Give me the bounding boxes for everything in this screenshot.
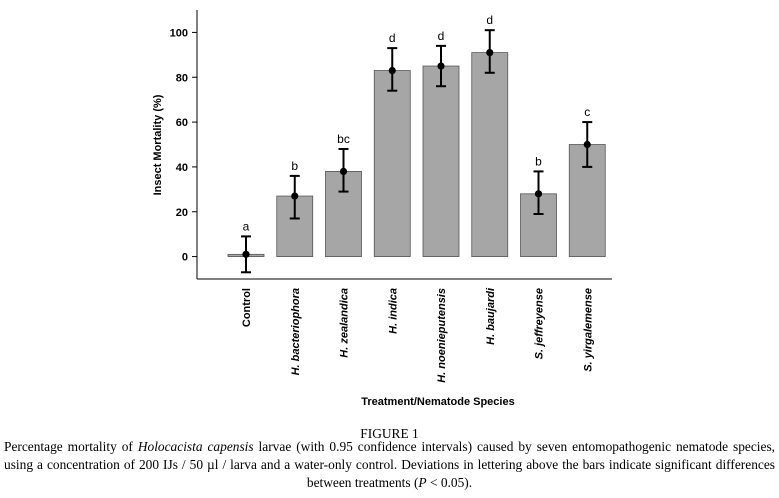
x-tick-label: S. jeffreyense — [534, 288, 546, 359]
error-bars-layer — [241, 29, 593, 274]
x-tick-labels: Control H. bacteriophora H. zealandica H. i… — [241, 287, 594, 383]
caption-species: Holocacista capensis — [137, 439, 254, 454]
bar — [276, 195, 314, 257]
x-tick-label: S. yirgalemense — [582, 288, 594, 372]
significance-letter: bc — [337, 132, 350, 146]
significance-letter: c — [584, 105, 590, 119]
mean-point — [291, 192, 299, 200]
x-tick-label: H. noenieputensis — [436, 288, 448, 383]
mean-point — [486, 48, 494, 57]
y-tick-label: 80 — [176, 72, 188, 84]
caption-text-2: larvae (with 0.95 confidence intervals) … — [4, 439, 775, 490]
significance-letter: d — [438, 29, 445, 43]
mean-point — [534, 190, 543, 198]
significance-letter: a — [243, 219, 250, 233]
mean-point — [583, 140, 591, 149]
caption-p-value: P — [418, 475, 427, 490]
mean-point — [388, 66, 396, 75]
mean-point — [339, 167, 348, 175]
y-tick-label: 40 — [176, 162, 188, 174]
y-tick-label: 100 — [170, 27, 188, 39]
bar — [422, 65, 460, 257]
x-tick-label: H. baujardi — [485, 287, 497, 345]
axes-layer — [196, 10, 612, 280]
significance-letter: d — [389, 31, 396, 45]
bar — [373, 70, 411, 257]
y-tick-label: 60 — [176, 117, 188, 129]
figure-title: FIGURE 1 — [360, 426, 419, 441]
caption-text-1: Percentage mortality of — [4, 439, 138, 454]
mean-point — [242, 250, 250, 258]
x-tick-label: H. indica — [387, 288, 399, 334]
significance-letter: b — [291, 159, 298, 173]
y-tick-label: 20 — [176, 207, 188, 219]
bars-layer — [227, 52, 606, 257]
significance-letter: d — [486, 13, 493, 27]
bar — [471, 52, 509, 257]
figure-caption: Percentage mortality of Holocacista cape… — [4, 438, 775, 492]
x-tick-label: H. bacteriophora — [290, 288, 302, 375]
caption-text-3: < 0.05). — [426, 475, 473, 490]
y-ticks: 0 20 40 60 80 100 — [170, 27, 197, 264]
significance-letter: b — [535, 154, 542, 168]
y-tick-label: 0 — [182, 252, 188, 264]
x-tick-label: Control — [241, 288, 253, 327]
mean-point — [437, 62, 445, 70]
x-axis-title: Treatment/Nematode Species — [361, 396, 514, 408]
y-axis-title: Insect Mortality (%) — [152, 94, 164, 195]
x-tick-label: H. zealandica — [339, 288, 351, 358]
